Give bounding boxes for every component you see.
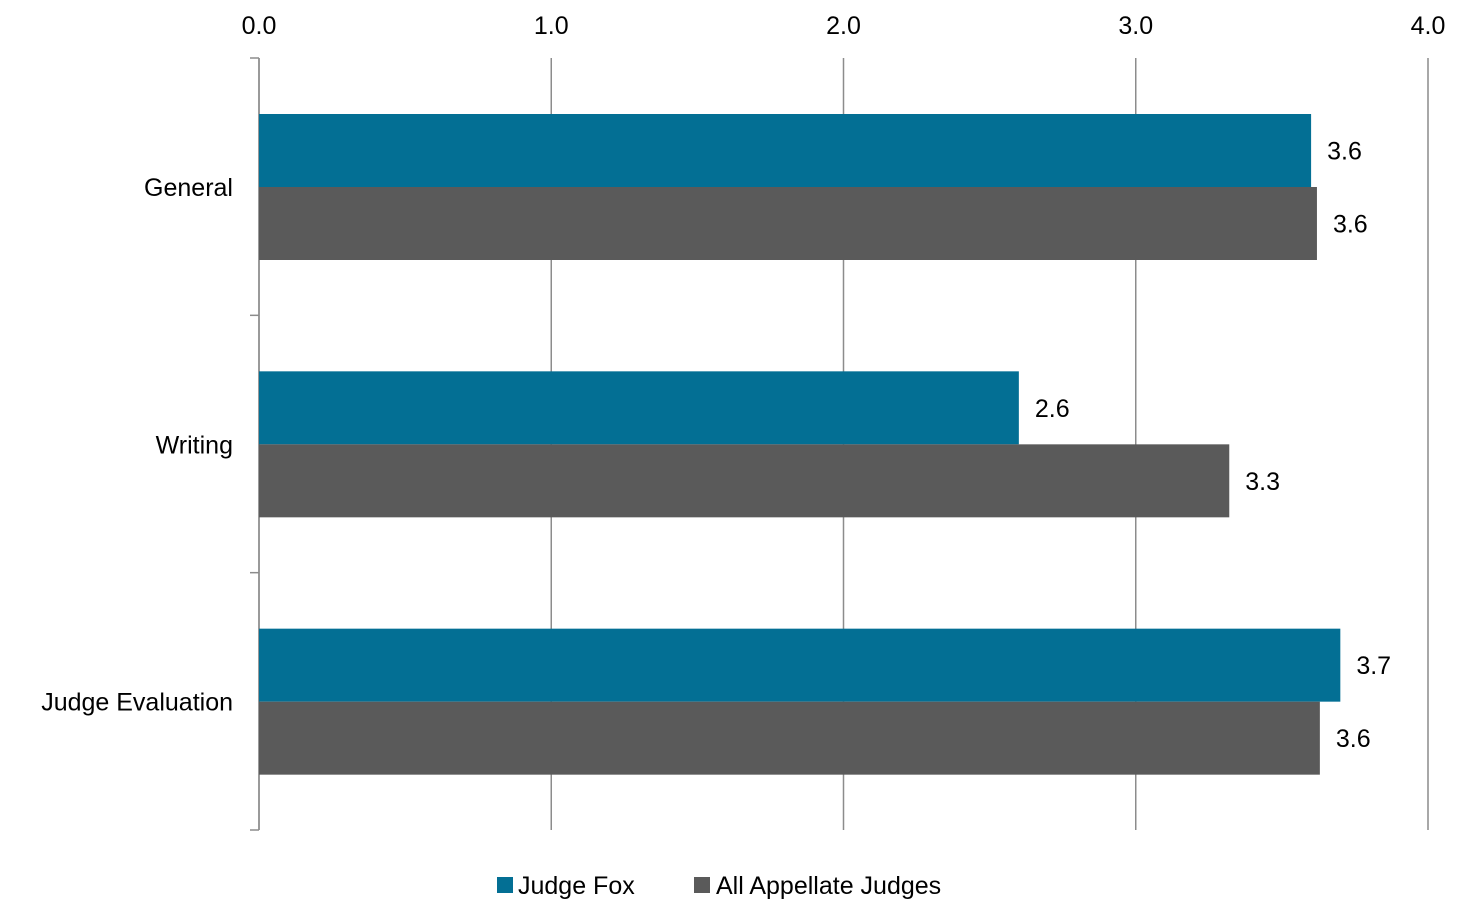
data-label: 2.6	[1035, 395, 1070, 423]
value-axis-tick-labels: 0.0 1.0 2.0 3.0 4.0	[242, 12, 1446, 40]
bar	[259, 187, 1317, 260]
bar-series	[259, 114, 1341, 775]
legend: Judge Fox All Appellate Judges	[497, 872, 941, 900]
tick-label: 0.0	[242, 12, 277, 40]
legend-label: All Appellate Judges	[716, 872, 941, 900]
data-label: 3.6	[1327, 138, 1362, 166]
data-label: 3.6	[1333, 211, 1368, 239]
category-axis	[250, 57, 260, 831]
category-label: Writing	[156, 431, 233, 459]
category-label: Judge Evaluation	[41, 689, 233, 717]
data-label: 3.3	[1245, 468, 1280, 496]
bar	[259, 114, 1312, 187]
legend-swatch	[497, 877, 513, 893]
legend-label: Judge Fox	[518, 872, 635, 900]
tick-label: 4.0	[1411, 12, 1446, 40]
data-label: 3.7	[1356, 652, 1391, 680]
tick-label: 1.0	[534, 12, 569, 40]
bar	[259, 628, 1341, 702]
category-labels: General Writing Judge Evaluation	[41, 174, 233, 717]
category-label: General	[144, 174, 233, 202]
bar	[259, 701, 1320, 775]
tick-label: 2.0	[826, 12, 861, 40]
legend-swatch	[694, 877, 710, 893]
bar	[259, 444, 1230, 518]
data-labels: 3.6 3.6 2.6 3.3 3.7 3.6	[1035, 138, 1391, 754]
tick-label: 3.0	[1118, 12, 1153, 40]
data-label: 3.6	[1336, 725, 1371, 753]
bar	[259, 371, 1019, 445]
